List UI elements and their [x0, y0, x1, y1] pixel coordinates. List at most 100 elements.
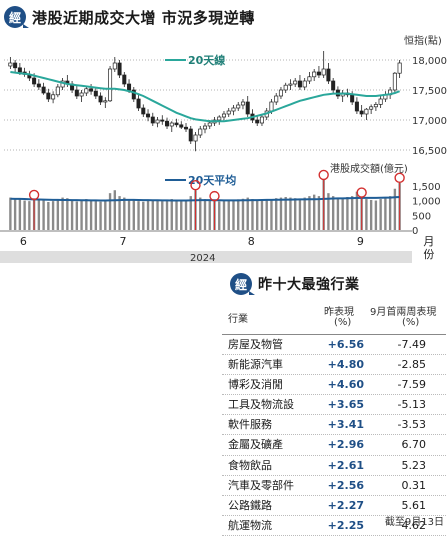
volume-bar — [118, 196, 121, 230]
table-row: 博彩及消閒 +4.60 -7.59 — [222, 375, 446, 396]
candle-body — [193, 134, 198, 142]
candle-body — [55, 86, 60, 96]
industry-name: 博彩及消閒 — [228, 378, 283, 392]
candle-body — [326, 68, 331, 82]
industry-name: 房屋及物管 — [228, 338, 283, 351]
month-change: 4.62 — [401, 518, 427, 532]
volume-bar — [208, 200, 211, 230]
volume-bar — [199, 197, 202, 230]
month-label: 8 — [248, 235, 255, 248]
volume-tick-label: 1,500 — [412, 182, 441, 193]
volume-bar — [365, 199, 368, 230]
high-volume-marker — [28, 189, 40, 201]
candle-body — [397, 62, 402, 74]
candle-body — [169, 122, 174, 127]
ma20-legend-label: 20天線 — [188, 53, 225, 67]
volume-bar — [355, 191, 359, 230]
candle-body — [321, 68, 326, 76]
candle-body — [184, 126, 189, 130]
col-prev: 昨表現 — [324, 307, 354, 318]
candle-body — [240, 101, 245, 106]
candle-body — [41, 86, 46, 94]
candle-body — [274, 95, 279, 103]
volume-tick-label: 1,000 — [412, 197, 441, 208]
prev-change: +3.41 — [327, 418, 364, 432]
industry-name: 公路鐵路 — [228, 498, 272, 512]
year-band — [0, 251, 412, 263]
volume-bar — [327, 193, 330, 230]
volume-bar — [89, 199, 93, 230]
industry-name: 航運物流 — [228, 518, 272, 532]
candle-body — [165, 120, 170, 127]
volume-bar — [66, 198, 69, 230]
industry-name: 金屬及礦產 — [228, 438, 283, 452]
volume-bar — [284, 196, 287, 230]
candle-body — [359, 110, 364, 115]
volume-bar — [56, 199, 60, 230]
industry-name: 新能源汽車 — [228, 358, 283, 372]
volume-bar — [137, 201, 140, 230]
candle-body — [245, 101, 250, 115]
volume-bar — [232, 199, 235, 230]
price-tick-label: 18,000 — [412, 56, 447, 67]
volume-bar — [142, 201, 145, 230]
candle-body — [259, 116, 264, 124]
candle-body — [350, 94, 355, 103]
month-change: -2.85 — [397, 358, 426, 372]
candle-body — [231, 107, 236, 112]
volume-bar — [146, 200, 150, 230]
volume-bar — [393, 188, 397, 230]
volume-bar — [127, 199, 131, 230]
month-label: 7 — [120, 235, 127, 248]
volume-tick-label: 500 — [412, 211, 431, 222]
volume-bar — [70, 200, 74, 230]
footnote: 截至9月13日 — [384, 517, 444, 528]
volume-bar — [369, 199, 373, 230]
logo-badge: 經 — [4, 6, 29, 28]
volume-bar — [298, 199, 302, 230]
prev-change: +2.61 — [327, 458, 364, 472]
col-prev-unit: (%) — [334, 317, 352, 328]
industry-name: 軟件服務 — [228, 418, 272, 432]
volume-bar — [241, 198, 245, 230]
high-volume-marker — [318, 169, 329, 181]
volume-bar — [374, 200, 378, 230]
volume-bar — [203, 199, 207, 230]
volume-bar — [388, 196, 392, 230]
prev-change: +4.60 — [327, 378, 364, 392]
volume-bar — [331, 196, 335, 230]
month-label: 月 — [423, 235, 434, 248]
table-row: 軟件服務 +3.41 -3.53 — [222, 415, 446, 436]
candle-body — [302, 80, 307, 88]
candle-body — [131, 89, 136, 100]
volume-bar — [99, 201, 102, 230]
price-axis-label: 恒指(點) — [404, 34, 442, 47]
table-row: 新能源汽車 +4.80 -2.85 — [222, 355, 446, 376]
candle-body — [188, 128, 193, 142]
volume-axis-label: 港股成交額(億元) — [330, 162, 408, 175]
volume-bar — [108, 193, 112, 230]
candle-body — [307, 76, 312, 82]
volume-bar — [384, 197, 387, 230]
candle-body — [179, 124, 184, 128]
candle-body — [207, 122, 212, 127]
candle-body — [122, 74, 127, 85]
month-change: -5.13 — [397, 398, 426, 412]
candle-body — [331, 80, 336, 91]
ma20-line — [10, 71, 400, 123]
candle-body — [283, 84, 288, 91]
candle-body — [373, 104, 378, 108]
hsi-chart: 18,000 17,500 17,000 16,500 恒指(點) 20天線 1,500 1,… — [0, 34, 447, 264]
table-row: 食物飲品 +2.61 5.23 — [222, 456, 446, 476]
candle-body — [74, 89, 79, 97]
volume-bar — [218, 201, 221, 230]
volume-bar — [350, 196, 354, 230]
candle-body — [93, 90, 98, 97]
volume-bar — [18, 199, 22, 230]
candle-body — [141, 107, 146, 115]
candle-body — [98, 95, 103, 103]
table-logo-badge: 經 — [230, 273, 255, 295]
industry-name: 汽車及零部件 — [228, 478, 294, 492]
volume-bar — [336, 197, 340, 230]
month-unit-label: 份 — [423, 248, 434, 261]
